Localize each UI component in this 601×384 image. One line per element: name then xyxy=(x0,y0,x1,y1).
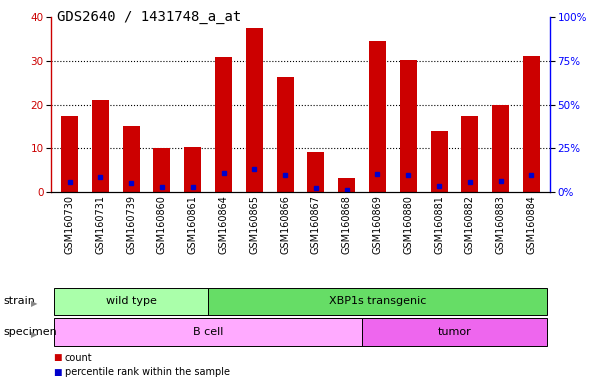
Text: GSM160730: GSM160730 xyxy=(64,195,75,254)
Text: GSM160864: GSM160864 xyxy=(219,195,228,254)
Text: percentile rank within the sample: percentile rank within the sample xyxy=(65,367,230,377)
Text: wild type: wild type xyxy=(106,296,157,306)
Bar xyxy=(215,56,232,192)
Text: strain: strain xyxy=(3,296,35,306)
Bar xyxy=(430,131,448,192)
Bar xyxy=(54,288,208,315)
Text: GSM160869: GSM160869 xyxy=(373,195,382,254)
Text: ■: ■ xyxy=(53,353,61,362)
Bar xyxy=(523,56,540,192)
Text: GSM160865: GSM160865 xyxy=(249,195,259,254)
Text: B cell: B cell xyxy=(193,326,224,336)
Text: count: count xyxy=(65,353,93,363)
Bar xyxy=(369,41,386,192)
Bar xyxy=(308,152,325,192)
Text: GSM160881: GSM160881 xyxy=(434,195,444,254)
Text: XBP1s transgenic: XBP1s transgenic xyxy=(329,296,426,306)
Bar xyxy=(185,147,201,192)
Bar xyxy=(123,126,139,192)
Text: ▶: ▶ xyxy=(31,299,38,308)
Text: GSM160739: GSM160739 xyxy=(126,195,136,254)
Bar xyxy=(61,116,78,192)
Text: GSM160861: GSM160861 xyxy=(188,195,198,254)
Bar xyxy=(492,105,509,192)
Text: GDS2640 / 1431748_a_at: GDS2640 / 1431748_a_at xyxy=(57,10,242,23)
Bar xyxy=(92,100,109,192)
Text: GSM160866: GSM160866 xyxy=(280,195,290,254)
Text: GSM160883: GSM160883 xyxy=(496,195,505,254)
Text: GSM160880: GSM160880 xyxy=(403,195,413,254)
Text: GSM160867: GSM160867 xyxy=(311,195,321,254)
Text: GSM160884: GSM160884 xyxy=(526,195,537,254)
Bar xyxy=(246,28,263,192)
Text: GSM160882: GSM160882 xyxy=(465,195,475,254)
Bar xyxy=(462,116,478,192)
Bar xyxy=(338,177,355,192)
Bar xyxy=(400,60,416,192)
Text: ■: ■ xyxy=(53,368,61,377)
Text: specimen: specimen xyxy=(3,327,56,337)
Text: ▶: ▶ xyxy=(31,329,38,339)
Text: GSM160731: GSM160731 xyxy=(96,195,105,254)
Bar xyxy=(208,288,547,315)
Text: GSM160860: GSM160860 xyxy=(157,195,167,254)
Text: GSM160868: GSM160868 xyxy=(342,195,352,254)
Text: tumor: tumor xyxy=(438,326,471,336)
Bar xyxy=(153,148,171,192)
Bar xyxy=(276,77,293,192)
Bar xyxy=(54,318,362,346)
Bar xyxy=(362,318,547,346)
